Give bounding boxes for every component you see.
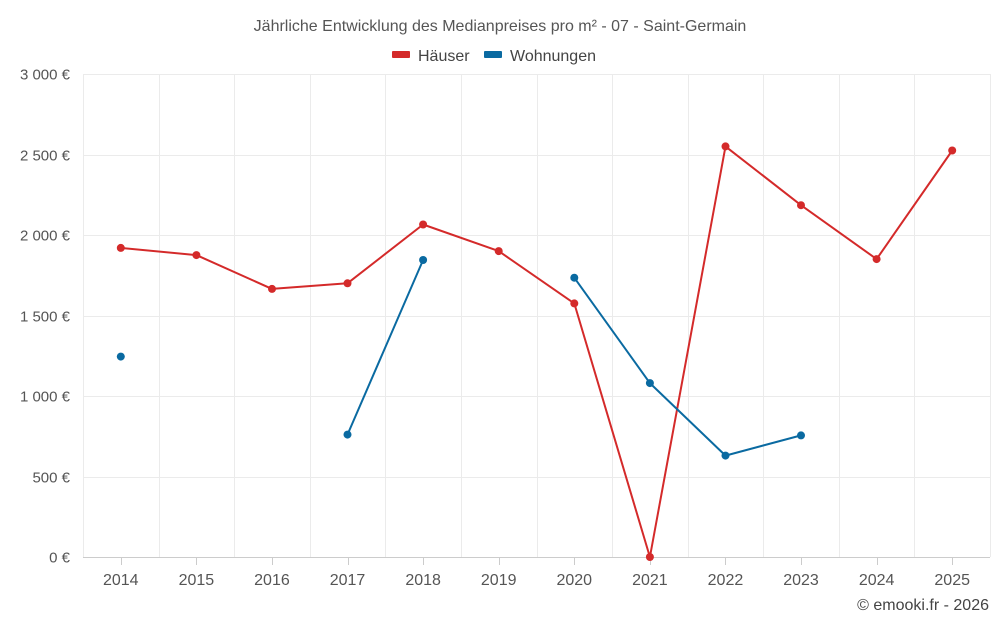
x-tick-label: 2018 [405, 572, 441, 589]
x-tick-label: 2014 [103, 572, 139, 589]
data-point-wohnungen[interactable] [343, 430, 352, 439]
series-line-wohnungen [573, 276, 802, 457]
data-point-wohnungen[interactable] [419, 256, 428, 264]
data-point-hauser[interactable] [872, 255, 881, 264]
x-tick-label: 2022 [708, 572, 744, 589]
series-line-hauser [119, 145, 954, 558]
series-hauser [116, 142, 957, 561]
data-point-wohnungen[interactable] [645, 379, 654, 388]
y-tick-label: 500 € [32, 470, 70, 487]
credit-text: © emooki.fr - 2026 [857, 597, 989, 614]
legend-item-wohnungen[interactable]: Wohnungen [484, 48, 596, 65]
y-tick-label: 1 000 € [20, 389, 71, 406]
y-axis: 0 € 500 € 1 000 € 1 500 € 2 000 € 2 500 € 3 00… [20, 67, 71, 567]
y-tick-label: 2 500 € [20, 148, 71, 165]
series-layer [116, 142, 957, 561]
data-point-wohnungen[interactable] [721, 451, 730, 460]
data-point-hauser[interactable] [343, 279, 352, 288]
legend-swatch-hauser [392, 51, 410, 58]
data-point-hauser[interactable] [419, 220, 428, 229]
data-point-hauser[interactable] [948, 146, 957, 155]
x-tick-label: 2024 [859, 572, 895, 589]
x-tick-label: 2016 [254, 572, 290, 589]
data-point-hauser[interactable] [494, 247, 503, 256]
legend: Häuser Wohnungen [392, 48, 596, 65]
x-tick-label: 2023 [783, 572, 819, 589]
legend-label-wohnungen: Wohnungen [510, 48, 596, 65]
y-tick-label: 2 000 € [20, 228, 71, 245]
x-tick-label: 2017 [330, 572, 366, 589]
series-line-wohnungen [346, 259, 425, 436]
series-wohnungen [116, 256, 805, 460]
data-point-hauser[interactable] [116, 243, 125, 252]
x-tick-label: 2015 [179, 572, 215, 589]
legend-item-hauser[interactable]: Häuser [392, 48, 470, 65]
x-tick-label: 2025 [934, 572, 970, 589]
y-tick-label: 0 € [49, 550, 71, 567]
x-tick-label: 2019 [481, 572, 517, 589]
data-point-hauser[interactable] [645, 553, 654, 561]
data-point-hauser[interactable] [797, 201, 805, 210]
data-point-hauser[interactable] [721, 142, 730, 151]
y-tick-label: 3 000 € [20, 67, 71, 84]
data-point-wohnungen[interactable] [797, 431, 805, 440]
grid [83, 74, 991, 557]
data-point-hauser[interactable] [570, 299, 579, 308]
data-point-hauser[interactable] [192, 251, 201, 260]
legend-swatch-wohnungen [484, 51, 502, 58]
x-tick-label: 2020 [556, 572, 592, 589]
legend-label-hauser: Häuser [418, 48, 470, 65]
data-point-wohnungen[interactable] [570, 273, 579, 282]
data-point-hauser[interactable] [268, 284, 276, 293]
y-tick-label: 1 500 € [20, 309, 71, 326]
x-tick-label: 2021 [632, 572, 668, 589]
data-point-wohnungen[interactable] [116, 352, 125, 361]
x-axis: 2014 2015 2016 2017 2018 2019 2020 2021 2022 2023… [83, 557, 990, 589]
chart-title: Jährliche Entwicklung des Medianpreises … [254, 18, 747, 35]
